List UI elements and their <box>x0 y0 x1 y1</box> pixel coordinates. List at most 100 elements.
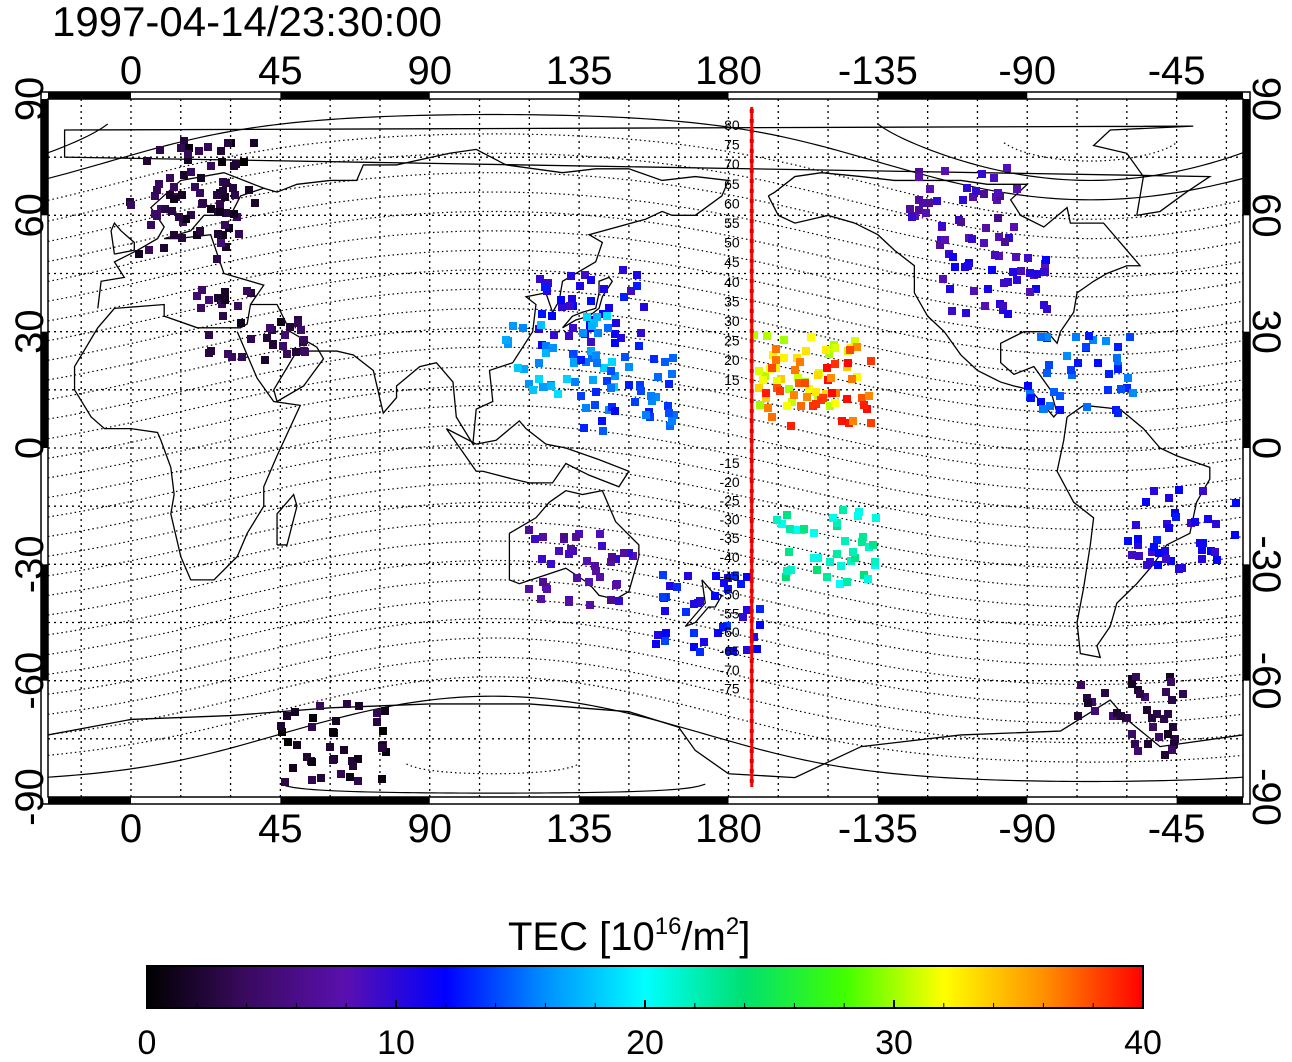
tec-pixel <box>647 392 655 400</box>
mag-contour <box>48 365 1243 453</box>
tec-pixel <box>851 554 859 562</box>
tec-pixel <box>926 185 934 193</box>
tec-pixel <box>221 296 229 304</box>
red-meridian-dot <box>749 449 754 453</box>
red-meridian-dot <box>749 399 754 403</box>
tec-pixel <box>636 381 644 389</box>
tec-pixel <box>833 550 841 558</box>
tec-pixel <box>1142 498 1150 506</box>
tec-pixel <box>1012 253 1020 261</box>
tec-pixel <box>1003 164 1011 172</box>
tec-pixel <box>308 776 316 784</box>
tec-pixel <box>1166 673 1174 681</box>
tec-pixel <box>822 346 830 354</box>
tec-pixel <box>221 288 229 296</box>
tec-pixel <box>759 376 767 384</box>
coast-australia <box>508 489 640 600</box>
tec-pixel <box>1165 494 1173 502</box>
tec-pixel <box>329 728 337 736</box>
tec-pixel <box>596 573 604 581</box>
tec-pixel <box>661 637 669 645</box>
tec-pixel <box>768 364 776 372</box>
tec-pixel <box>812 400 820 408</box>
frame-block-top <box>579 92 729 99</box>
tec-pixel <box>1117 385 1125 393</box>
red-meridian-dot <box>749 479 754 483</box>
frame-block-right <box>1243 99 1250 216</box>
mag-lat-label: 50 <box>724 235 740 251</box>
tec-pixel <box>603 377 611 385</box>
tec-pixel <box>591 401 599 409</box>
tec-pixel <box>768 413 776 421</box>
tec-pixel <box>1141 693 1149 701</box>
tec-pixel <box>753 645 761 653</box>
tec-pixel <box>1039 405 1047 413</box>
tec-pixel <box>812 388 820 396</box>
tec-pixel <box>1026 288 1034 296</box>
tec-pixel <box>790 391 798 399</box>
tec-pixel <box>1124 537 1132 545</box>
mag-contour <box>48 482 1243 569</box>
tec-pixel <box>579 329 587 337</box>
tec-pixel <box>807 333 815 341</box>
red-meridian-dot <box>749 379 754 383</box>
tec-pixel <box>279 342 287 350</box>
tec-pixel <box>984 285 992 293</box>
tec-pixel <box>243 287 251 295</box>
tec-pixel <box>1175 486 1183 494</box>
colorbar-tick-label: 30 <box>875 1024 913 1057</box>
red-meridian-dot <box>749 679 754 683</box>
mag-lat-label: -75 <box>719 681 739 697</box>
frame-block-bottom <box>48 797 131 804</box>
mag-contour <box>48 113 1243 201</box>
tec-pixel <box>1043 369 1051 377</box>
colorbar-ticks: 0 10 20 30 40 <box>138 1000 1162 1062</box>
tec-pixel <box>135 250 143 258</box>
frame-block-top <box>877 92 1028 99</box>
tec-pixel <box>251 199 259 207</box>
tec-pixel <box>1000 279 1008 287</box>
tec-pixel <box>193 292 201 300</box>
lat-tick-label-left: 90 <box>8 77 52 122</box>
red-meridian-dot <box>749 409 754 413</box>
tec-pixel <box>542 583 550 591</box>
mag-contour <box>48 695 1243 783</box>
tec-pixel <box>281 778 289 786</box>
red-meridian-dot <box>749 359 754 363</box>
tec-pixel <box>178 191 186 199</box>
tec-pixel <box>219 231 227 239</box>
lat-tick-label-right: -60 <box>1244 652 1288 710</box>
red-meridian-dot <box>749 299 754 303</box>
tec-pixel <box>802 347 810 355</box>
tec-pixel <box>277 722 285 730</box>
colorbar-title-sup2: 2 <box>726 913 739 940</box>
red-meridian-dot <box>749 579 754 583</box>
tec-pixel <box>514 364 522 372</box>
lat-tick-label-right: 90 <box>1244 77 1288 122</box>
tec-pixel <box>583 313 591 321</box>
tec-pixel <box>800 525 808 533</box>
tec-pixel <box>520 365 528 373</box>
tec-pixel <box>535 375 543 383</box>
tec-pixel <box>637 329 645 337</box>
lat-tick-label-left: 30 <box>8 309 52 354</box>
tec-pixel <box>238 353 246 361</box>
tec-pixel <box>565 550 573 558</box>
tec-pixel <box>1134 535 1142 543</box>
tec-pixel <box>869 541 877 549</box>
tec-pixel <box>690 643 698 651</box>
tec-pixel <box>539 578 547 586</box>
tec-pixel <box>569 350 577 358</box>
tec-pixel <box>195 147 203 155</box>
tec-pixel <box>1026 389 1034 397</box>
tec-pixel <box>633 282 641 290</box>
lon-tick-label-bottom: 90 <box>407 807 452 851</box>
tec-pixel <box>936 241 944 249</box>
tec-pixel <box>216 200 224 208</box>
red-meridian-dot <box>749 219 754 223</box>
tec-pixel <box>831 360 839 368</box>
tec-pixel <box>525 585 533 593</box>
tec-pixel <box>1068 371 1076 379</box>
tec-pixel <box>373 709 381 717</box>
